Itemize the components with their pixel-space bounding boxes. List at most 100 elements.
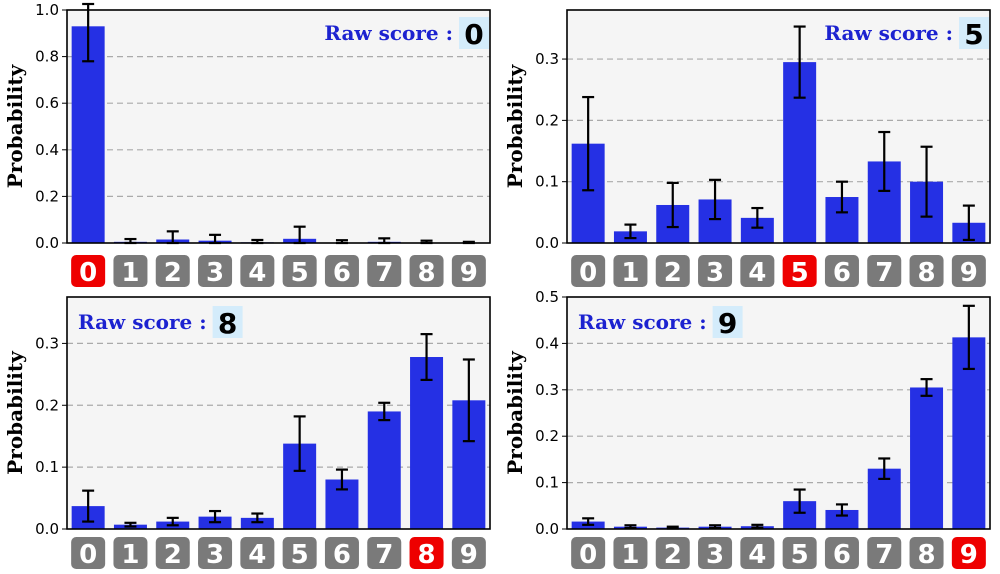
category-label-6: 6	[333, 540, 351, 570]
category-box	[867, 537, 902, 569]
raw-score-annotation: Raw score : 8	[78, 306, 243, 340]
raw-score-value-bg	[959, 17, 989, 49]
category-box	[451, 537, 486, 569]
category-box	[324, 255, 359, 287]
category-label-1: 1	[121, 540, 139, 570]
category-label-2: 2	[164, 540, 182, 570]
category-box	[367, 537, 402, 569]
category-label-0: 0	[79, 258, 97, 288]
category-box	[613, 255, 648, 287]
category-box	[71, 537, 106, 569]
category-label-7: 7	[375, 540, 393, 570]
raw-score-label: Raw score :	[324, 21, 453, 45]
category-box	[655, 537, 690, 569]
y-tick-label: 0.2	[35, 187, 59, 205]
category-box	[951, 255, 986, 287]
category-box	[613, 537, 648, 569]
category-box	[155, 255, 190, 287]
category-box	[324, 537, 359, 569]
y-tick-label: 0.0	[535, 234, 559, 252]
category-box	[282, 255, 317, 287]
y-tick-label: 0.0	[535, 520, 559, 538]
category-box	[698, 537, 733, 569]
raw-score-value-bg	[712, 306, 743, 338]
category-box-highlighted	[782, 255, 817, 287]
category-label-1: 1	[621, 540, 639, 570]
category-label-6: 6	[333, 258, 351, 288]
category-label-5: 5	[291, 258, 309, 288]
raw-score-value: 0	[464, 18, 483, 51]
category-label-7: 7	[875, 258, 893, 288]
category-box-highlighted	[951, 537, 986, 569]
category-label-4: 4	[748, 258, 766, 288]
category-label-0: 0	[579, 540, 597, 570]
category-label-7: 7	[875, 540, 893, 570]
category-label-5: 5	[291, 540, 309, 570]
category-box	[240, 255, 275, 287]
category-box	[909, 255, 944, 287]
category-label-4: 4	[748, 540, 766, 570]
y-tick-label: 0.2	[535, 427, 559, 445]
y-axis-label: Probability	[3, 63, 27, 188]
category-box	[571, 537, 606, 569]
y-tick-label: 0.1	[535, 474, 559, 492]
category-label-9: 9	[960, 258, 978, 288]
y-tick-label: 0.4	[535, 334, 559, 352]
y-tick-label: 0.6	[35, 94, 59, 112]
category-label-8: 8	[918, 258, 936, 288]
category-box	[409, 255, 444, 287]
bar-0	[71, 26, 105, 244]
raw-score-annotation: Raw score : 9	[578, 306, 743, 340]
category-label-1: 1	[121, 258, 139, 288]
category-box	[740, 255, 775, 287]
raw-score-value-bg	[212, 306, 243, 338]
category-label-1: 1	[621, 258, 639, 288]
bar-6	[825, 509, 859, 529]
y-tick-label: 0.5	[535, 288, 559, 306]
category-label-2: 2	[664, 258, 682, 288]
raw-score-value-bg	[459, 17, 489, 49]
category-box	[824, 255, 859, 287]
bar-7	[367, 411, 401, 529]
axes-frame	[66, 9, 491, 244]
category-label-6: 6	[833, 258, 851, 288]
category-label-9: 9	[460, 540, 478, 570]
raw-score-annotation: Raw score : 0	[324, 17, 489, 51]
category-label-7: 7	[375, 258, 393, 288]
y-tick-label: 0.2	[535, 111, 559, 129]
category-label-0: 0	[79, 540, 97, 570]
y-tick-label: 0.3	[35, 334, 59, 352]
bar-8	[410, 357, 444, 529]
raw-score-label: Raw score :	[78, 310, 207, 334]
y-tick-label: 0.1	[35, 458, 59, 476]
raw-score-value: 9	[718, 307, 737, 340]
y-tick-label: 0.2	[35, 396, 59, 414]
y-tick-label: 0.0	[35, 520, 59, 538]
bar-8	[910, 387, 944, 529]
category-box	[113, 537, 148, 569]
category-box	[198, 255, 233, 287]
y-axis-label: Probability	[3, 350, 27, 475]
category-label-8: 8	[418, 540, 436, 570]
y-axis-label: Probability	[503, 63, 527, 188]
y-tick-label: 0.3	[535, 381, 559, 399]
category-box	[824, 537, 859, 569]
category-label-3: 3	[206, 258, 224, 288]
y-tick-label: 0.3	[535, 50, 559, 68]
category-label-6: 6	[833, 540, 851, 570]
category-box	[909, 537, 944, 569]
category-box	[698, 255, 733, 287]
raw-score-annotation: Raw score : 5	[824, 17, 989, 51]
category-label-8: 8	[418, 258, 436, 288]
category-box	[867, 255, 902, 287]
category-box	[367, 255, 402, 287]
axes-frame	[566, 9, 991, 244]
raw-score-value: 5	[964, 18, 983, 51]
category-box	[451, 255, 486, 287]
axes-frame	[566, 296, 991, 530]
